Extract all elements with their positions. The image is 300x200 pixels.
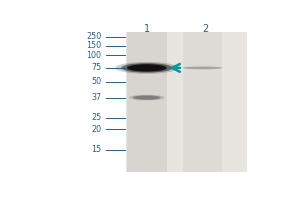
Text: 37: 37 — [91, 93, 101, 102]
Ellipse shape — [127, 64, 166, 72]
Ellipse shape — [183, 67, 222, 69]
Text: 75: 75 — [91, 63, 101, 72]
Ellipse shape — [133, 95, 160, 100]
Text: 250: 250 — [86, 32, 101, 41]
Bar — [127, 32, 166, 172]
Bar — [183, 32, 222, 172]
Text: 1: 1 — [144, 24, 150, 34]
Text: 150: 150 — [86, 41, 101, 50]
Text: 20: 20 — [91, 125, 101, 134]
Ellipse shape — [129, 95, 165, 100]
Text: 25: 25 — [91, 113, 101, 122]
Ellipse shape — [121, 63, 172, 73]
Text: 50: 50 — [91, 77, 101, 86]
Text: 2: 2 — [202, 24, 208, 34]
Ellipse shape — [115, 62, 178, 74]
Text: 100: 100 — [86, 51, 101, 60]
Bar — [126, 32, 247, 172]
Text: 15: 15 — [91, 145, 101, 154]
